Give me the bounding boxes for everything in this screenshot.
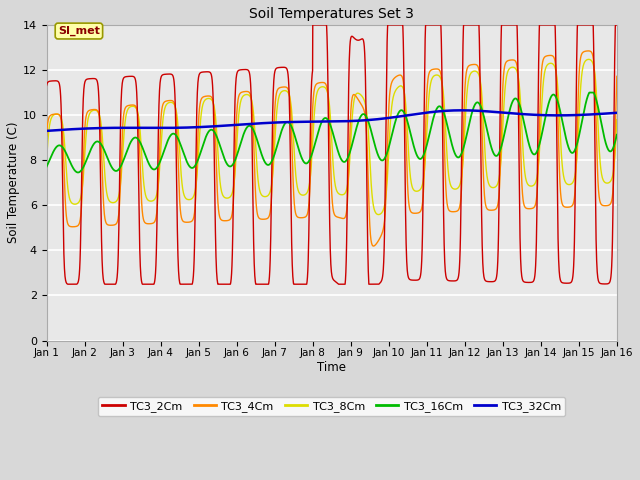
X-axis label: Time: Time <box>317 361 346 374</box>
Legend: TC3_2Cm, TC3_4Cm, TC3_8Cm, TC3_16Cm, TC3_32Cm: TC3_2Cm, TC3_4Cm, TC3_8Cm, TC3_16Cm, TC3… <box>98 396 565 417</box>
Text: SI_met: SI_met <box>58 26 100 36</box>
Title: Soil Temperatures Set 3: Soil Temperatures Set 3 <box>249 7 414 21</box>
Y-axis label: Soil Temperature (C): Soil Temperature (C) <box>7 122 20 243</box>
